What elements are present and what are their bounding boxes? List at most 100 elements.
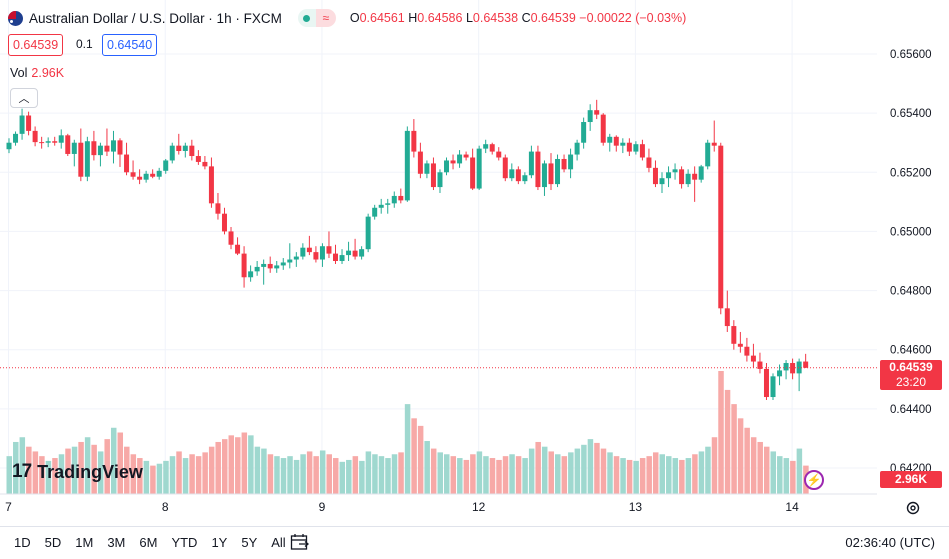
volume-bar bbox=[457, 458, 463, 494]
candle-body bbox=[254, 266, 260, 272]
y-tick-label: 0.65400 bbox=[890, 108, 932, 120]
volume-bar bbox=[783, 458, 790, 494]
candle bbox=[6, 138, 12, 154]
candle bbox=[52, 136, 58, 146]
price-chart[interactable]: 0.65600 0.65400 0.65200 0.65000 0.64800 0.646… bbox=[0, 0, 949, 526]
candle-body bbox=[502, 157, 508, 179]
candle-body bbox=[117, 140, 123, 155]
volume-bar bbox=[574, 448, 581, 494]
volume-bar bbox=[254, 446, 261, 494]
range-1d[interactable]: 1D bbox=[14, 535, 31, 550]
candle-body bbox=[156, 170, 162, 177]
volume-bar bbox=[346, 459, 352, 494]
candle bbox=[202, 156, 208, 170]
volume-bar bbox=[110, 427, 117, 494]
candle-body bbox=[26, 115, 32, 131]
candle-body bbox=[724, 308, 730, 327]
candle bbox=[692, 166, 698, 202]
range-5d[interactable]: 5D bbox=[44, 535, 62, 550]
candle-body bbox=[626, 142, 632, 152]
volume-bar bbox=[195, 456, 202, 494]
tradingview-logo[interactable]: 17 TradingView bbox=[12, 461, 143, 483]
candle bbox=[594, 99, 600, 120]
candle bbox=[417, 142, 423, 179]
volume-bar bbox=[339, 461, 346, 494]
volume-bar bbox=[777, 456, 783, 494]
volume-bar bbox=[692, 454, 698, 494]
candle-body bbox=[52, 141, 58, 143]
utc-clock[interactable]: 02:36:40 (UTC) bbox=[845, 535, 935, 550]
candle-body bbox=[770, 376, 776, 398]
volume-bar bbox=[496, 459, 502, 494]
candle-body bbox=[58, 135, 64, 143]
volume-bar bbox=[130, 454, 137, 494]
candle bbox=[385, 198, 391, 214]
candle-body bbox=[359, 249, 365, 257]
candle-body bbox=[417, 151, 423, 174]
symbol-legend: Australian Dollar / U.S. Dollar · 1h · F… bbox=[8, 8, 686, 28]
buy-price-button[interactable]: 0.64540 bbox=[102, 34, 158, 56]
range-1y[interactable]: 1Y bbox=[211, 535, 228, 550]
candle-body bbox=[737, 343, 743, 347]
collapse-legend-button[interactable]: ︿ bbox=[10, 88, 38, 108]
volume-bar bbox=[587, 439, 594, 494]
range-ytd[interactable]: YTD bbox=[171, 535, 198, 550]
bar-countdown: 23:20 bbox=[895, 375, 927, 389]
candle bbox=[156, 167, 162, 180]
volume-bar bbox=[502, 456, 509, 494]
candle bbox=[613, 135, 619, 152]
range-3m[interactable]: 3M bbox=[107, 535, 126, 550]
candle bbox=[293, 252, 299, 267]
candle-body bbox=[163, 160, 169, 171]
range-5y[interactable]: 5Y bbox=[241, 535, 258, 550]
candle-body bbox=[705, 142, 711, 167]
candle bbox=[78, 128, 84, 182]
candle-body bbox=[411, 130, 417, 152]
volume-bar bbox=[470, 454, 476, 494]
volume-bar bbox=[365, 451, 372, 494]
symbol-title[interactable]: Australian Dollar / U.S. Dollar · 1h · F… bbox=[29, 10, 282, 26]
candle-body bbox=[176, 145, 182, 151]
volume-bar bbox=[750, 437, 757, 494]
candle-body bbox=[39, 142, 45, 144]
volume-bar bbox=[32, 451, 39, 494]
candle bbox=[430, 157, 436, 191]
candle-body bbox=[300, 247, 306, 257]
lightning-icon[interactable]: ⚡ bbox=[804, 470, 824, 490]
candle-body bbox=[437, 172, 443, 188]
candle-body bbox=[535, 151, 541, 188]
range-all[interactable]: All bbox=[271, 535, 286, 550]
candle bbox=[685, 169, 691, 188]
candle bbox=[666, 166, 672, 188]
range-1m[interactable]: 1M bbox=[75, 535, 94, 550]
candle-body bbox=[803, 361, 809, 368]
candle bbox=[411, 119, 417, 158]
candle-body bbox=[613, 136, 619, 146]
volume-bar bbox=[97, 451, 104, 494]
candle-body bbox=[182, 145, 188, 151]
candle-body bbox=[620, 142, 626, 146]
range-6m[interactable]: 6M bbox=[139, 535, 158, 550]
volume-bar bbox=[607, 452, 613, 494]
candle-body bbox=[548, 163, 554, 185]
candle bbox=[783, 360, 789, 380]
market-status-pill[interactable]: ≈ bbox=[297, 9, 336, 27]
candle-body bbox=[306, 247, 312, 253]
volume-bar bbox=[39, 456, 45, 494]
gear-icon[interactable] bbox=[905, 500, 921, 516]
candle bbox=[711, 120, 717, 152]
candle bbox=[626, 138, 632, 157]
candle bbox=[535, 145, 541, 191]
volume-bar bbox=[267, 454, 274, 494]
candle-body bbox=[587, 110, 593, 123]
volume-bar bbox=[685, 458, 692, 494]
sell-price-button[interactable]: 0.64539 bbox=[8, 34, 64, 56]
candle-body bbox=[261, 263, 267, 267]
calendar-icon[interactable] bbox=[290, 533, 310, 551]
candle-body bbox=[215, 203, 221, 214]
volume-bar bbox=[221, 439, 228, 494]
candle bbox=[476, 145, 482, 191]
candle-body bbox=[444, 160, 450, 173]
candle bbox=[587, 104, 593, 131]
candle-body bbox=[607, 136, 613, 143]
